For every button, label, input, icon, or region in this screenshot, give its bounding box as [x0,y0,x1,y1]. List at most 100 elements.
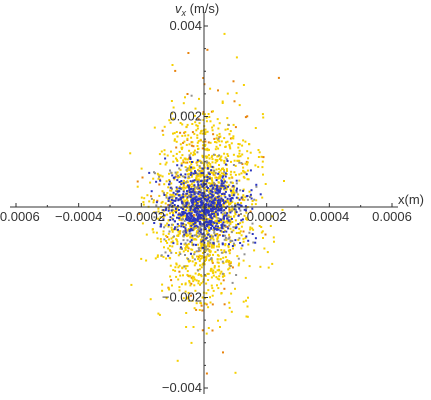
data-point [189,226,192,229]
data-point [216,209,219,212]
data-point [129,152,132,155]
data-point [189,180,192,183]
data-point [262,116,265,119]
data-point [174,175,177,178]
data-point [164,209,167,212]
data-point [214,210,217,213]
data-point [189,207,192,210]
data-point [195,234,198,236]
data-point [200,242,203,245]
data-point [214,251,217,253]
data-point [186,161,189,164]
data-point [219,177,221,180]
data-point [207,327,210,329]
data-point [226,197,229,200]
data-point [168,180,171,183]
data-point [208,229,211,232]
data-point [230,170,233,173]
data-point [237,257,240,260]
data-point [233,159,236,162]
data-point [162,216,165,219]
data-point [198,188,201,191]
data-point [248,143,251,146]
data-point [217,225,219,228]
data-point [158,194,161,197]
data-point [198,268,201,271]
data-point [221,272,224,275]
data-point [211,213,214,215]
data-point [230,189,232,192]
data-point [197,282,200,285]
data-point [267,266,270,269]
data-point [188,157,191,160]
data-point [232,247,234,250]
data-point [229,265,232,267]
data-point [213,170,216,173]
data-point [210,209,213,212]
data-point [223,169,225,171]
data-point [207,203,210,206]
data-point [205,282,208,285]
data-point [214,148,217,151]
data-point [234,213,237,216]
data-point [208,201,211,204]
data-point [188,220,191,223]
data-point [199,201,202,203]
data-point [208,248,211,251]
data-point [160,212,163,215]
data-point [210,184,213,187]
data-point [187,204,190,207]
data-point [262,237,264,239]
data-point [184,166,187,169]
data-point [212,153,215,156]
data-point [169,216,172,219]
data-point [188,212,191,214]
data-point [177,209,180,211]
data-point [191,190,194,193]
data-point [176,243,179,246]
data-point [210,199,213,202]
data-point [178,185,181,188]
data-point [175,209,178,212]
data-point [186,243,189,246]
data-point [215,145,218,148]
data-point [249,193,252,196]
data-point [202,262,205,265]
data-point [207,176,210,179]
data-point [246,169,249,172]
data-point [254,127,257,129]
data-point [188,299,191,302]
data-point [200,189,203,192]
data-point [201,296,204,299]
data-point [211,202,214,205]
data-point [187,185,190,188]
data-point [217,188,220,191]
data-point [230,160,232,163]
data-point [206,147,209,150]
data-point [163,214,166,217]
data-point [190,205,193,207]
data-point [211,258,213,261]
data-point [218,171,221,174]
data-point [177,204,179,207]
data-point [245,235,248,238]
data-point [217,240,220,243]
data-point [204,227,207,230]
data-point [178,289,181,292]
data-point [238,207,241,210]
data-point [197,218,200,221]
data-point [186,158,189,161]
data-point [210,177,213,180]
data-point [182,204,185,206]
data-point [208,115,211,118]
data-point [211,154,214,157]
data-point [219,156,222,159]
data-point [172,117,175,120]
data-point [192,280,195,283]
data-point [230,217,233,220]
data-point [184,131,187,133]
data-point [165,161,168,164]
data-point [200,240,203,243]
data-point [153,216,156,219]
data-point [200,304,203,307]
